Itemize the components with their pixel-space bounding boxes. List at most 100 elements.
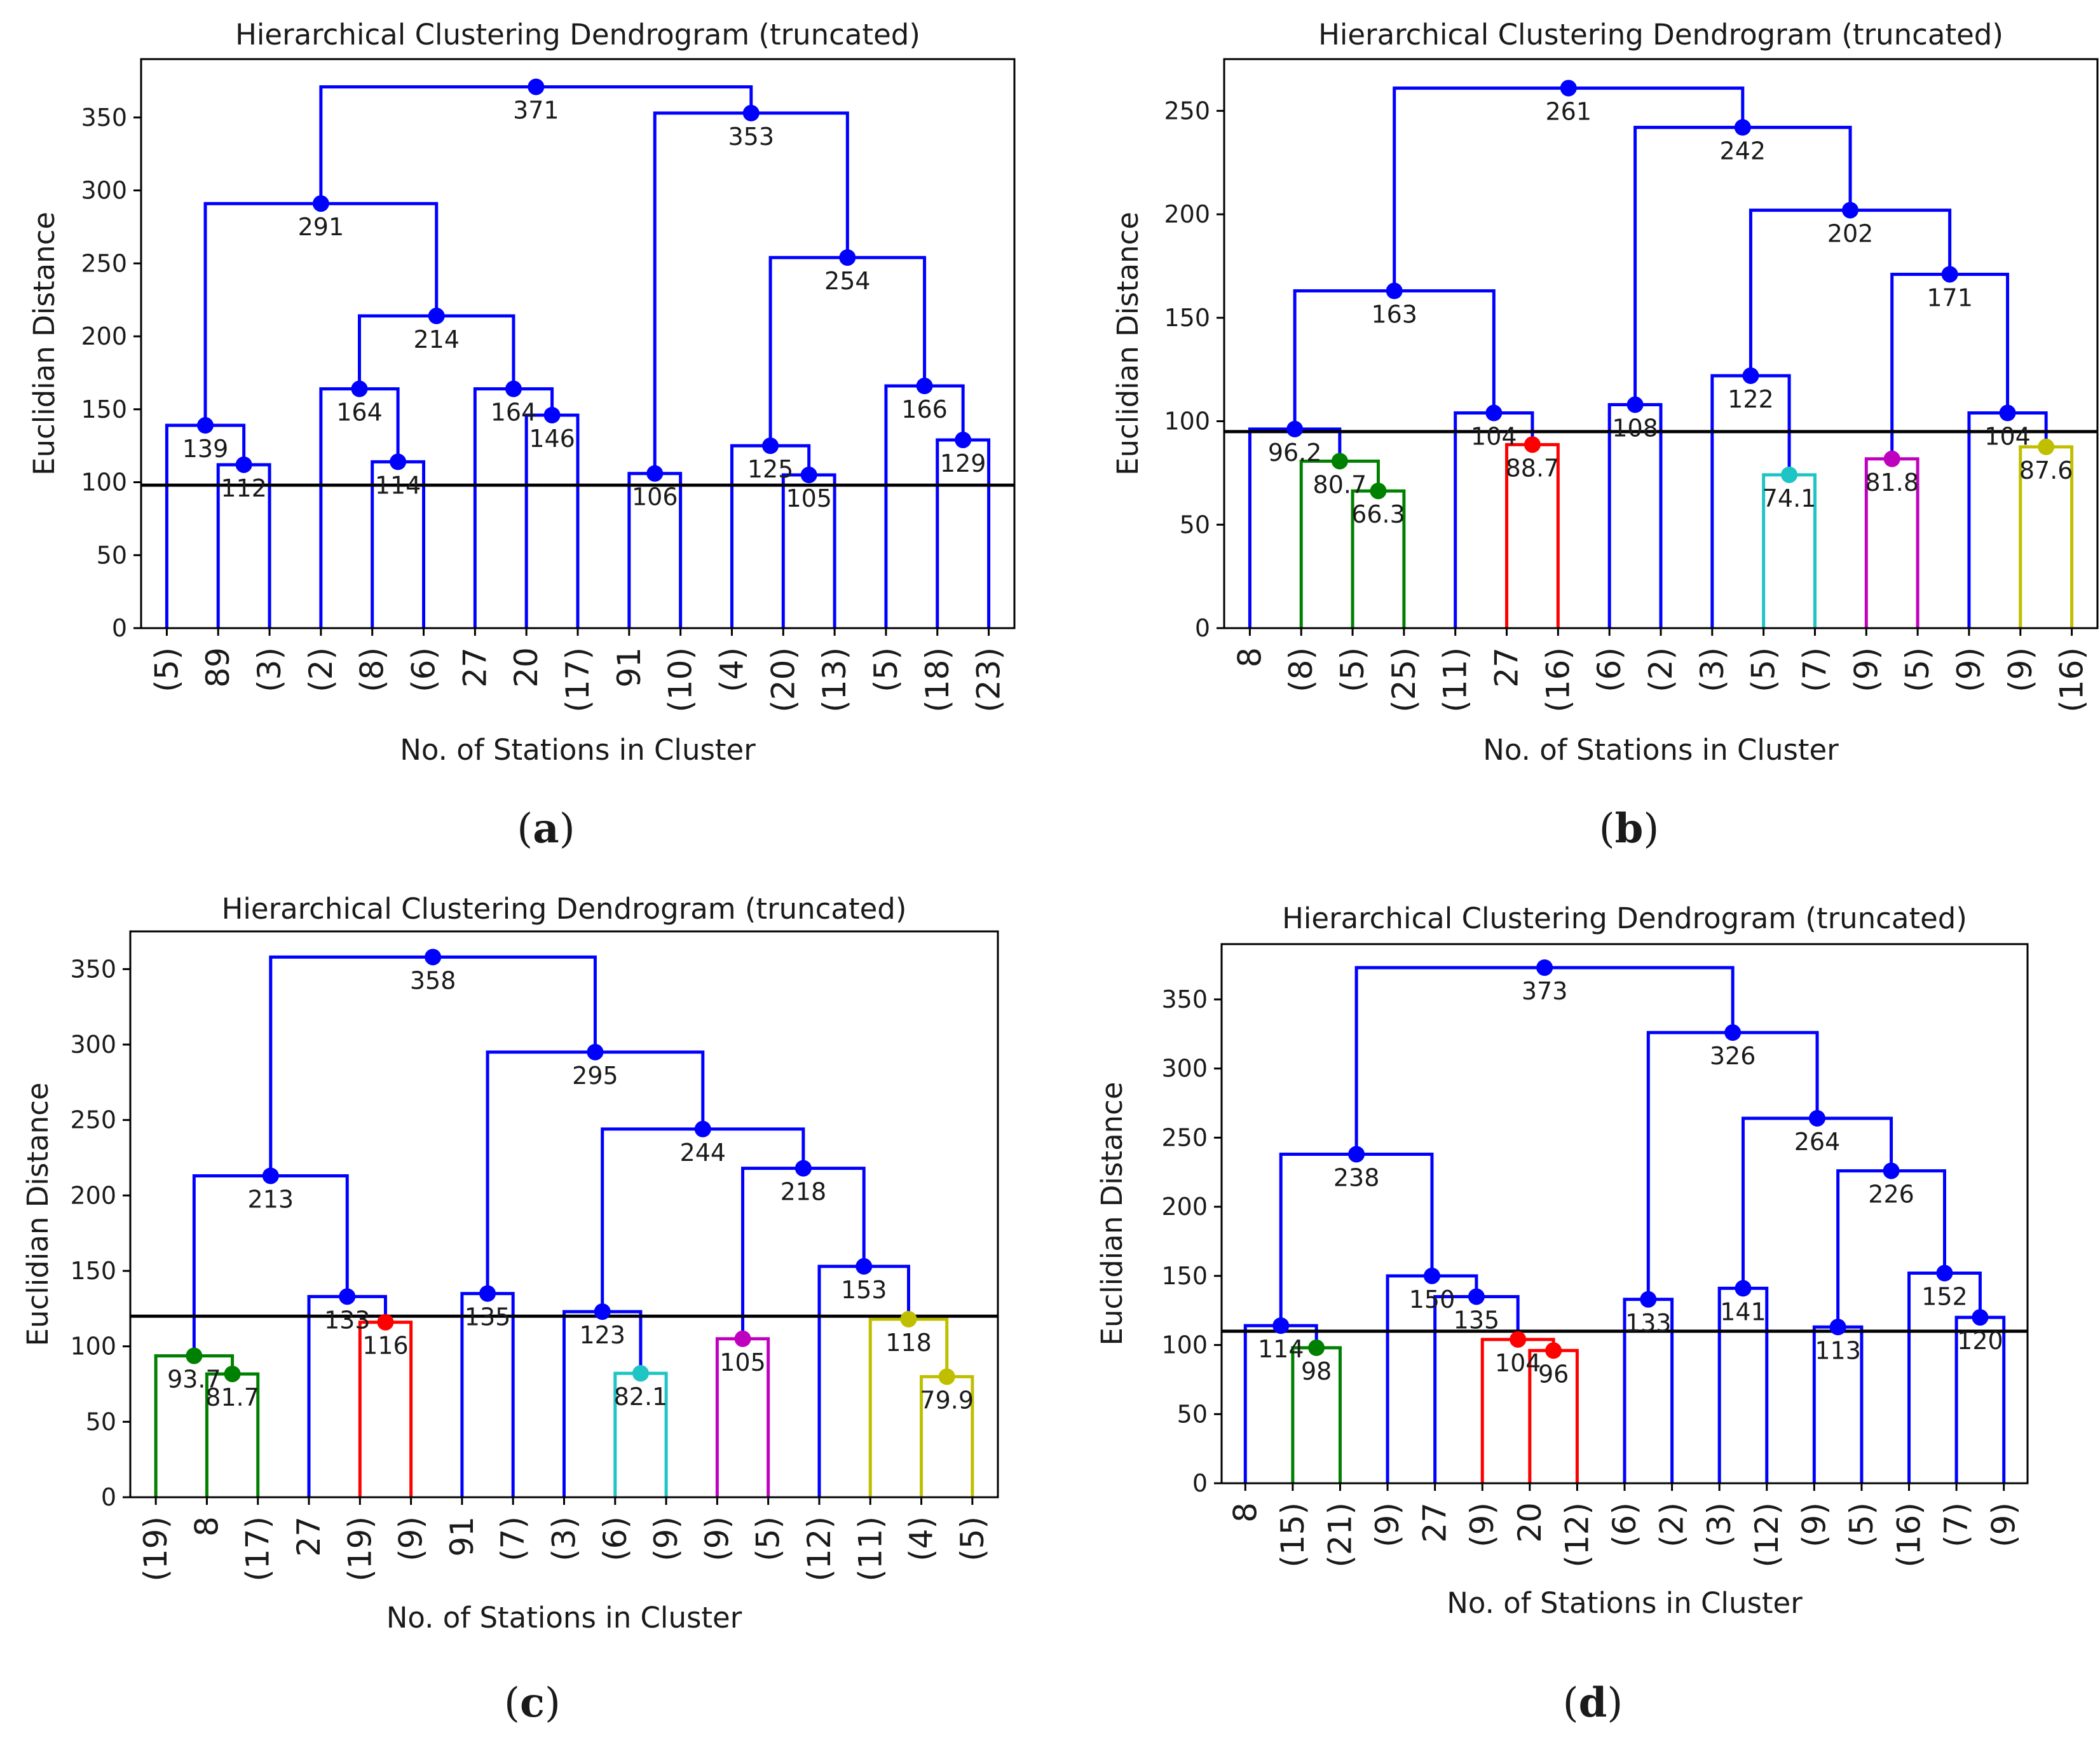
merge-height-label: 104 — [1471, 423, 1517, 451]
y-tick-label: 300 — [1161, 1055, 1208, 1083]
dendrogram-panel-a: Hierarchical Clustering Dendrogram (trun… — [27, 18, 1016, 853]
merge-node-marker — [938, 1368, 955, 1385]
leaf-count-label: (5) — [1843, 1502, 1880, 1547]
y-tick-label: 200 — [1164, 200, 1210, 228]
merge-node-marker — [1423, 1267, 1440, 1284]
y-tick-label: 300 — [81, 177, 127, 205]
merge-height-label: 226 — [1868, 1181, 1914, 1209]
leaf-count-label: 91 — [611, 647, 648, 688]
merge-node-marker — [1331, 453, 1348, 470]
panel-label: (c) — [504, 1679, 561, 1727]
merge-height-label: 88.7 — [1506, 454, 1560, 482]
merge-height-label: 98 — [1301, 1357, 1332, 1385]
leaf-count-label: (2) — [1642, 647, 1679, 692]
leaf-count-label: (19) — [341, 1516, 378, 1582]
panel-label: (d) — [1563, 1679, 1623, 1727]
merge-node-marker — [1386, 282, 1403, 299]
merge-node-marker — [224, 1366, 241, 1383]
merge-node-marker — [955, 431, 972, 448]
merge-node-marker — [1883, 1162, 1900, 1179]
y-tick-label: 100 — [1161, 1331, 1208, 1359]
merge-node-marker — [1545, 1342, 1562, 1359]
y-tick-label: 250 — [1164, 97, 1210, 125]
leaf-count-label: (25) — [1386, 647, 1422, 713]
leaf-count-label: (9) — [648, 1516, 685, 1561]
merge-node-marker — [505, 380, 522, 397]
leaf-count-label: (3) — [251, 647, 288, 692]
y-tick-label: 250 — [1161, 1123, 1208, 1151]
x-axis-label: No. of Stations in Cluster — [1483, 733, 1839, 767]
merge-height-label: 295 — [572, 1062, 618, 1090]
merge-height-label: 150 — [1409, 1286, 1456, 1313]
chart-title: Hierarchical Clustering Dendrogram (trun… — [235, 18, 920, 51]
merge-height-label: 373 — [1522, 977, 1568, 1005]
merge-height-label: 164 — [336, 399, 383, 427]
merge-node-marker — [1829, 1319, 1846, 1336]
leaf-count-label: (13) — [816, 647, 853, 713]
merge-node-marker — [543, 406, 561, 423]
merge-node-marker — [646, 465, 664, 482]
dendrogram-panel-b: Hierarchical Clustering Dendrogram (trun… — [1111, 18, 2099, 853]
merge-node-marker — [479, 1285, 496, 1302]
y-axis-label: Euclidian Distance — [21, 1083, 55, 1347]
y-tick-label: 350 — [1161, 985, 1208, 1013]
leaf-count-label: (2) — [1654, 1502, 1691, 1547]
merge-node-marker — [900, 1310, 917, 1327]
y-tick-label: 100 — [81, 469, 127, 497]
merge-node-marker — [594, 1303, 611, 1320]
panel-label: (a) — [517, 805, 575, 853]
merge-height-label: 213 — [248, 1185, 294, 1213]
merge-node-marker — [1999, 404, 2016, 422]
dendrogram-link — [653, 111, 849, 474]
merge-node-marker — [351, 380, 368, 397]
leaf-count-label: (9) — [1369, 1502, 1406, 1547]
leaf-count-label: 20 — [508, 647, 545, 688]
merge-height-label: 291 — [298, 213, 344, 241]
leaf-count-label: (5) — [954, 1516, 991, 1561]
merge-height-label: 139 — [182, 435, 229, 463]
dendrogram-link — [1646, 1031, 1819, 1300]
y-tick-label: 350 — [70, 955, 116, 983]
leaf-count-label: (21) — [1321, 1502, 1358, 1568]
merge-height-label: 171 — [1926, 284, 1973, 312]
merge-node-marker — [1781, 466, 1798, 483]
merge-height-label: 264 — [1794, 1128, 1841, 1156]
merge-height-label: 166 — [901, 395, 948, 423]
merge-height-label: 112 — [221, 474, 267, 502]
merge-height-label: 146 — [529, 425, 575, 453]
leaf-count-label: (9) — [1848, 647, 1885, 692]
leaf-count-label: (10) — [662, 647, 699, 713]
leaf-count-label: (3) — [1701, 1502, 1738, 1547]
leaf-count-label: (2) — [303, 647, 339, 692]
leaf-count-label: (5) — [1334, 647, 1371, 692]
merge-node-marker — [1941, 266, 1958, 283]
merge-height-label: 244 — [680, 1139, 726, 1167]
merge-height-label: 120 — [1957, 1327, 2003, 1355]
merge-height-label: 135 — [1454, 1306, 1500, 1334]
merge-height-label: 152 — [1921, 1282, 1968, 1310]
y-tick-label: 150 — [1161, 1262, 1208, 1290]
y-tick-label: 150 — [70, 1257, 116, 1285]
y-tick-label: 250 — [70, 1106, 116, 1134]
leaf-count-label: (17) — [240, 1516, 276, 1582]
dendrogram-link — [1633, 125, 1852, 405]
merge-height-label: 74.1 — [1762, 484, 1817, 512]
merge-height-label: 371 — [513, 97, 559, 125]
merge-node-marker — [1734, 119, 1751, 136]
merge-node-marker — [762, 437, 779, 455]
leaf-count-label: (7) — [494, 1516, 531, 1561]
y-tick-label: 50 — [97, 541, 127, 569]
merge-height-label: 122 — [1728, 385, 1774, 413]
merge-node-marker — [377, 1313, 394, 1331]
chart-title: Hierarchical Clustering Dendrogram (trun… — [1282, 902, 1967, 935]
x-axis-label: No. of Stations in Cluster — [400, 733, 756, 767]
y-tick-label: 100 — [1164, 408, 1210, 436]
merge-height-label: 202 — [1827, 220, 1874, 248]
merge-height-label: 106 — [632, 483, 678, 511]
merge-node-marker — [390, 453, 407, 470]
merge-height-label: 164 — [491, 399, 537, 427]
leaf-count-label: 8 — [1227, 1502, 1264, 1523]
merge-node-marker — [1972, 1309, 1989, 1326]
chart-title: Hierarchical Clustering Dendrogram (trun… — [222, 892, 907, 926]
leaf-count-label: (4) — [903, 1516, 940, 1561]
